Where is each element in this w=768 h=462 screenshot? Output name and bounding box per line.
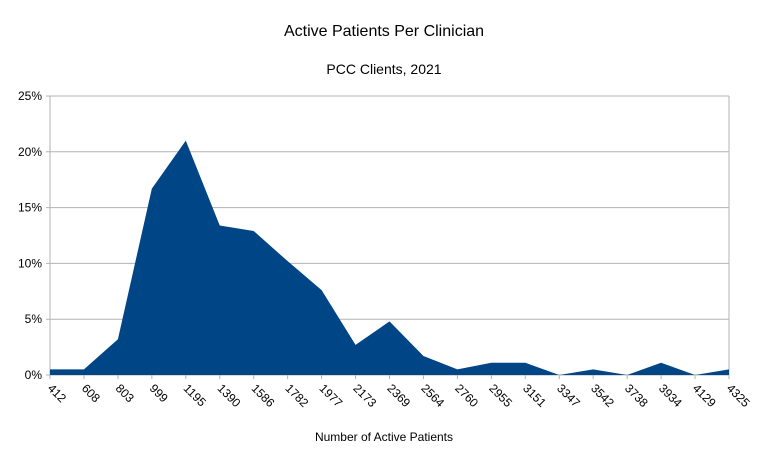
x-tick-label: 2955	[486, 381, 515, 410]
y-tick-label: 20%	[18, 145, 42, 159]
y-tick-label: 25%	[18, 89, 42, 103]
chart-title: Active Patients Per Clinician	[284, 23, 484, 40]
x-tick-label: 1782	[283, 381, 312, 410]
x-tick-label: 803	[113, 381, 137, 405]
x-tick-label: 2369	[384, 381, 413, 410]
x-tick-label: 999	[147, 381, 171, 405]
x-tick-label: 1195	[181, 381, 209, 409]
y-tick-label: 5%	[25, 312, 43, 326]
area-series	[50, 140, 729, 375]
y-tick-label: 10%	[18, 256, 42, 270]
x-tick-label: 2173	[350, 381, 379, 410]
x-tick-label: 1977	[316, 381, 345, 410]
x-tick-label: 3347	[554, 381, 583, 410]
y-tick-label: 0%	[25, 368, 43, 382]
y-tick-label: 15%	[18, 201, 42, 215]
x-tick-label: 3934	[656, 381, 685, 410]
x-tick-label: 412	[45, 381, 69, 405]
chart-subtitle: PCC Clients, 2021	[326, 61, 441, 77]
x-tick-label: 3151	[520, 381, 549, 410]
x-tick-label: 3738	[622, 381, 651, 410]
x-tick-label: 2760	[452, 381, 481, 410]
x-tick-label: 608	[79, 381, 103, 405]
x-tick-label: 3542	[588, 381, 617, 410]
x-tick-label: 2564	[418, 381, 447, 410]
x-axis-title: Number of Active Patients	[315, 430, 453, 444]
x-tick-label: 4325	[724, 381, 753, 410]
x-tick-label: 1390	[215, 381, 244, 410]
x-tick-label: 1586	[249, 381, 278, 410]
x-tick-label: 4129	[690, 381, 719, 410]
